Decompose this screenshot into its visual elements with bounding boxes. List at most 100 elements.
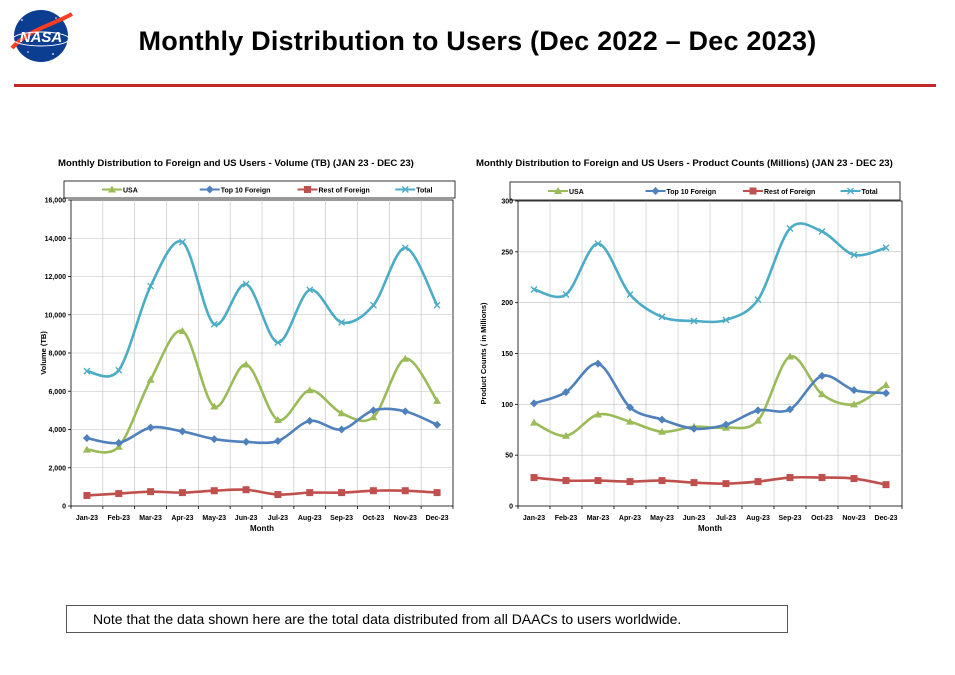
data-point: [210, 487, 218, 495]
data-point: [305, 386, 314, 394]
data-point: [754, 296, 762, 304]
data-point: [338, 489, 346, 497]
nasa-logo: NASA: [10, 10, 73, 62]
data-point: [146, 375, 155, 383]
data-point: [530, 285, 538, 293]
data-point: [658, 313, 666, 321]
x-tick-label: Jan-23: [523, 515, 545, 522]
data-point: [594, 240, 602, 248]
data-point: [115, 366, 123, 374]
data-point: [178, 489, 186, 497]
y-tick-label: 6,000: [48, 389, 66, 396]
x-tick-label: Apr-23: [619, 515, 641, 522]
data-point: [562, 477, 570, 485]
legend-label: USA: [569, 189, 584, 196]
x-tick-label: Feb-23: [555, 515, 578, 522]
volume-chart: Monthly Distribution to Foreign and US U…: [39, 158, 456, 533]
data-point: [786, 352, 794, 360]
data-point: [850, 386, 858, 395]
data-point: [433, 396, 442, 404]
data-point: [210, 320, 218, 328]
chart-title: Monthly Distribution to Foreign and US U…: [58, 158, 414, 169]
x-tick-label: Aug-23: [746, 515, 770, 522]
data-point: [722, 316, 730, 324]
y-tick-label: 300: [501, 199, 513, 206]
data-point: [242, 437, 251, 446]
legend-marker: [651, 187, 660, 195]
series-usa: [82, 327, 442, 454]
data-point: [754, 478, 762, 486]
data-point: [562, 388, 570, 397]
data-point: [594, 410, 602, 418]
data-point: [594, 359, 602, 368]
data-point: [530, 418, 538, 426]
data-point: [626, 417, 634, 425]
x-tick-label: Jan-23: [76, 515, 98, 522]
data-point: [369, 487, 377, 495]
data-point: [274, 491, 282, 499]
data-point: [82, 445, 91, 453]
legend-label: Total: [862, 189, 878, 196]
data-point: [722, 420, 730, 429]
x-tick-label: Mar-23: [587, 515, 610, 522]
data-point: [82, 434, 91, 443]
data-point: [401, 354, 410, 362]
y-tick-label: 0: [509, 504, 513, 511]
x-tick-label: Feb-23: [107, 515, 130, 522]
data-point: [433, 301, 441, 309]
data-point: [818, 228, 826, 235]
data-point: [178, 327, 187, 335]
x-tick-label: Oct-23: [811, 515, 833, 522]
data-point: [401, 244, 409, 252]
data-point: [786, 224, 794, 232]
data-point: [306, 489, 314, 497]
y-tick-label: 14,000: [45, 236, 67, 243]
y-tick-label: 150: [501, 351, 513, 358]
data-point: [754, 406, 762, 415]
x-tick-label: Jun-23: [683, 515, 706, 522]
series-top-10-foreign: [530, 359, 890, 433]
y-tick-label: 2,000: [48, 465, 66, 472]
data-point: [690, 424, 698, 433]
chart-legend: USA Top 10 Foreign Rest of Foreign Total: [63, 180, 456, 199]
data-point: [369, 301, 377, 309]
data-point: [210, 435, 219, 444]
data-point: [433, 420, 442, 429]
data-point: [850, 251, 858, 259]
data-point: [658, 477, 666, 485]
data-point: [786, 474, 794, 482]
data-point: [273, 415, 282, 423]
data-point: [562, 291, 570, 299]
data-point: [147, 282, 155, 290]
data-point: [690, 479, 698, 487]
data-point: [178, 238, 186, 246]
data-point: [242, 486, 250, 494]
data-point: [115, 490, 123, 498]
data-point: [850, 400, 858, 408]
y-tick-label: 16,000: [45, 198, 67, 205]
x-axis-label: Month: [698, 524, 722, 533]
x-axis-label: Month: [250, 524, 274, 533]
data-point: [83, 367, 91, 375]
x-tick-label: Jul-23: [716, 515, 736, 522]
data-point: [401, 487, 409, 495]
data-point: [178, 427, 187, 436]
data-point: [530, 399, 538, 408]
logo-text: NASA: [20, 29, 63, 46]
data-point: [626, 291, 634, 299]
y-tick-label: 100: [501, 402, 513, 409]
data-point: [305, 416, 314, 425]
data-point: [658, 415, 666, 424]
y-axis-label: Product Counts ( in Millions): [479, 302, 488, 405]
x-tick-label: May-23: [650, 515, 674, 522]
x-tick-label: Dec-23: [875, 515, 898, 522]
data-point: [306, 286, 314, 294]
y-tick-label: 10,000: [45, 312, 67, 319]
title-divider: [14, 84, 936, 87]
data-point: [146, 423, 155, 432]
legend-marker: [205, 185, 214, 194]
x-tick-label: Jul-23: [268, 515, 288, 522]
x-tick-label: Apr-23: [171, 515, 193, 522]
data-point: [882, 389, 890, 398]
legend-label: Total: [416, 188, 432, 195]
